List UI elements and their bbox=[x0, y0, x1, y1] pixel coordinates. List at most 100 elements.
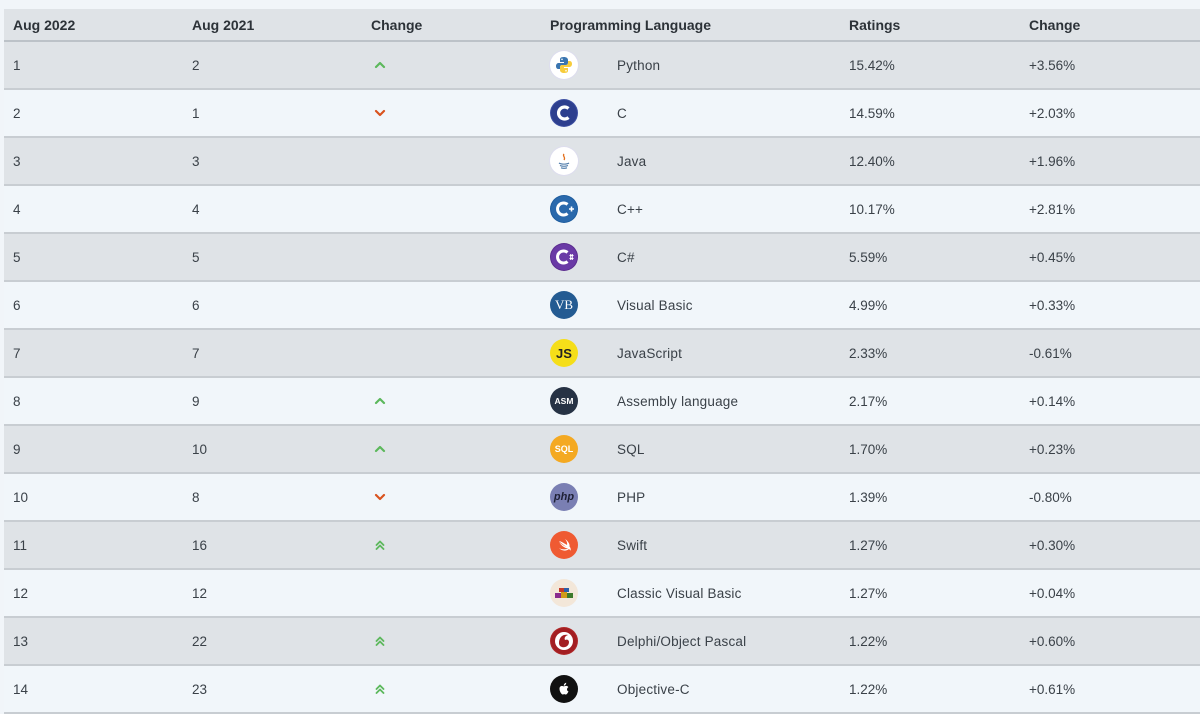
header-aug-2022[interactable]: Aug 2022 bbox=[13, 16, 76, 33]
rank-aug-2021: 22 bbox=[192, 633, 208, 649]
rank-aug-2022: 5 bbox=[13, 249, 21, 265]
header-change[interactable]: Change bbox=[371, 16, 423, 33]
rank-aug-2022: 3 bbox=[13, 153, 21, 169]
language-name[interactable]: Visual Basic bbox=[617, 297, 693, 313]
php-logo-icon: php bbox=[550, 483, 578, 511]
table-row[interactable]: 8 9 ASM Assembly language 2.17% +0.14% bbox=[4, 378, 1200, 426]
rating-change-value: +2.81% bbox=[1029, 201, 1076, 217]
rank-aug-2021: 1 bbox=[192, 105, 200, 121]
programming-language-cell: Python bbox=[550, 51, 849, 79]
language-name[interactable]: Swift bbox=[617, 537, 648, 553]
rank-aug-2022: 10 bbox=[13, 489, 29, 505]
classic-visual-basic-logo-icon bbox=[550, 579, 578, 607]
language-name[interactable]: Classic Visual Basic bbox=[617, 585, 742, 601]
programming-language-cell: Swift bbox=[550, 531, 849, 559]
rating-change-value: +3.56% bbox=[1029, 57, 1076, 73]
sql-logo-icon: SQL bbox=[550, 435, 578, 463]
rank-aug-2021: 9 bbox=[192, 393, 200, 409]
language-name[interactable]: PHP bbox=[617, 489, 646, 505]
rank-change bbox=[371, 538, 550, 552]
language-name[interactable]: Java bbox=[617, 153, 647, 169]
rating-change-value: -0.61% bbox=[1029, 345, 1072, 361]
language-name[interactable]: C bbox=[617, 105, 627, 121]
rating-value: 2.33% bbox=[849, 345, 888, 361]
rating-change-value: +0.04% bbox=[1029, 585, 1076, 601]
arrow-down-icon bbox=[373, 490, 387, 504]
rating-change-value: +0.23% bbox=[1029, 441, 1076, 457]
programming-language-cell: C++ bbox=[550, 195, 849, 223]
rank-aug-2022: 4 bbox=[13, 201, 21, 217]
table-row[interactable]: 14 23 Objective-C 1.22% +0.61% bbox=[4, 666, 1200, 714]
language-name[interactable]: SQL bbox=[617, 441, 645, 457]
rank-aug-2021: 10 bbox=[192, 441, 208, 457]
rank-change bbox=[371, 442, 550, 456]
programming-language-cell: Classic Visual Basic bbox=[550, 579, 849, 607]
rank-aug-2021: 7 bbox=[192, 345, 200, 361]
javascript-logo-icon: JS bbox=[550, 339, 578, 367]
rating-change-value: +0.33% bbox=[1029, 297, 1076, 313]
python-logo-icon bbox=[550, 51, 578, 79]
programming-language-cell: C bbox=[550, 99, 849, 127]
language-name[interactable]: Objective-C bbox=[617, 681, 690, 697]
programming-language-cell: SQL SQL bbox=[550, 435, 849, 463]
rating-change-value: +0.30% bbox=[1029, 537, 1076, 553]
language-name[interactable]: Delphi/Object Pascal bbox=[617, 633, 747, 649]
table-row[interactable]: 11 16 Swift 1.27% +0.30% bbox=[4, 522, 1200, 570]
table-row[interactable]: 6 6 VB Visual Basic 4.99% +0.33% bbox=[4, 282, 1200, 330]
arrow-up-icon bbox=[373, 58, 387, 72]
table-row[interactable]: 3 3 Java 12.40% +1.96% bbox=[4, 138, 1200, 186]
table-row[interactable]: 1 2 Python 15.42% +3.56% bbox=[4, 42, 1200, 90]
rating-value: 14.59% bbox=[849, 105, 895, 121]
language-name[interactable]: JavaScript bbox=[617, 345, 683, 361]
rank-aug-2022: 12 bbox=[13, 585, 29, 601]
header-rating-change[interactable]: Change bbox=[1029, 16, 1081, 33]
language-name[interactable]: C# bbox=[617, 249, 635, 265]
programming-language-cell: VB Visual Basic bbox=[550, 291, 849, 319]
rank-aug-2021: 16 bbox=[192, 537, 208, 553]
table-row[interactable]: 12 12 Classic Visual Basic 1.27% +0.04% bbox=[4, 570, 1200, 618]
rating-change-value: +1.96% bbox=[1029, 153, 1076, 169]
rank-change bbox=[371, 634, 550, 648]
rank-aug-2022: 7 bbox=[13, 345, 21, 361]
rank-aug-2021: 12 bbox=[192, 585, 208, 601]
table-row[interactable]: 4 4 C++ 10.17% +2.81% bbox=[4, 186, 1200, 234]
rating-change-value: -0.80% bbox=[1029, 489, 1072, 505]
rank-aug-2022: 9 bbox=[13, 441, 21, 457]
table-body: 1 2 Python 15.42% +3.56% 2 1 C 14.59% +2… bbox=[4, 42, 1200, 714]
rank-aug-2021: 8 bbox=[192, 489, 200, 505]
ranking-table: Aug 2022 Aug 2021 Change Programming Lan… bbox=[4, 9, 1200, 714]
rating-value: 2.17% bbox=[849, 393, 888, 409]
table-row[interactable]: 2 1 C 14.59% +2.03% bbox=[4, 90, 1200, 138]
double-arrow-up-icon bbox=[373, 634, 387, 648]
rank-change bbox=[371, 682, 550, 696]
rank-aug-2022: 1 bbox=[13, 57, 21, 73]
rating-value: 1.27% bbox=[849, 585, 888, 601]
table-row[interactable]: 9 10 SQL SQL 1.70% +0.23% bbox=[4, 426, 1200, 474]
visual-basic-logo-icon: VB bbox=[550, 291, 578, 319]
language-name[interactable]: C++ bbox=[617, 201, 644, 217]
rank-aug-2021: 6 bbox=[192, 297, 200, 313]
table-row[interactable]: 7 7 JS JavaScript 2.33% -0.61% bbox=[4, 330, 1200, 378]
table-row[interactable]: 13 22 Delphi/Object Pascal 1.22% +0.60% bbox=[4, 618, 1200, 666]
rank-aug-2022: 13 bbox=[13, 633, 29, 649]
arrow-up-icon bbox=[373, 442, 387, 456]
objective-c-logo-icon bbox=[550, 675, 578, 703]
programming-language-cell: JS JavaScript bbox=[550, 339, 849, 367]
language-name[interactable]: Python bbox=[617, 57, 661, 73]
rating-change-value: +0.60% bbox=[1029, 633, 1076, 649]
rating-change-value: +0.45% bbox=[1029, 249, 1076, 265]
rating-value: 12.40% bbox=[849, 153, 895, 169]
header-programming-language[interactable]: Programming Language bbox=[550, 16, 712, 33]
table-row[interactable]: 5 5 C# 5.59% +0.45% bbox=[4, 234, 1200, 282]
assembly-logo-icon: ASM bbox=[550, 387, 578, 415]
language-name[interactable]: Assembly language bbox=[617, 393, 739, 409]
double-arrow-up-icon bbox=[373, 538, 387, 552]
rating-value: 10.17% bbox=[849, 201, 895, 217]
rank-aug-2022: 11 bbox=[13, 537, 28, 553]
rank-aug-2022: 14 bbox=[13, 681, 29, 697]
table-header-row: Aug 2022 Aug 2021 Change Programming Lan… bbox=[4, 9, 1200, 42]
rating-value: 1.70% bbox=[849, 441, 888, 457]
header-ratings[interactable]: Ratings bbox=[849, 16, 901, 33]
header-aug-2021[interactable]: Aug 2021 bbox=[192, 16, 255, 33]
table-row[interactable]: 10 8 php PHP 1.39% -0.80% bbox=[4, 474, 1200, 522]
